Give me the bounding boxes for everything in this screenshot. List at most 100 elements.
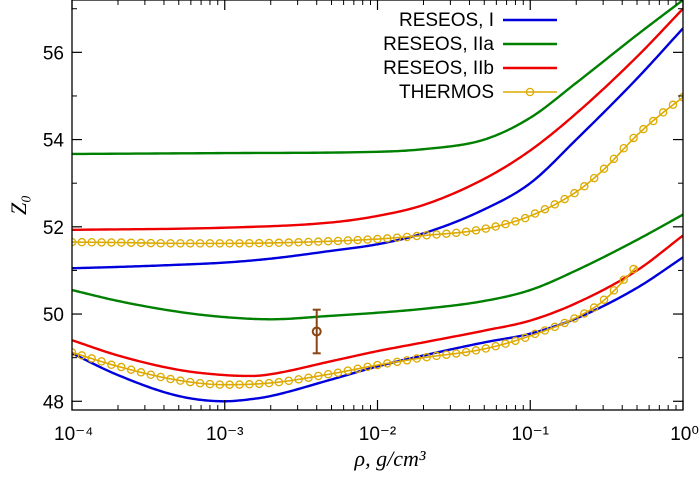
series-marker-thermos-1-27 xyxy=(333,236,343,246)
series-marker-thermos-2-26 xyxy=(323,369,333,379)
series-marker-thermos-1-1 xyxy=(77,237,87,247)
series-marker-thermos-2-55 xyxy=(609,286,619,295)
x-tick-label: 10⁻⁴ xyxy=(54,424,93,445)
series-marker-thermos-1-56 xyxy=(619,143,628,153)
legend-label-reseos-i: RESEOS, I xyxy=(399,10,494,31)
y-tick-label: 56 xyxy=(43,43,64,64)
series-marker-thermos-2-21 xyxy=(274,377,284,387)
series-marker-thermos-2-34 xyxy=(402,356,412,365)
plot-markers xyxy=(72,93,683,389)
plot-lines xyxy=(72,0,683,403)
series-marker-thermos-1-52 xyxy=(580,182,589,191)
series-marker-thermos-1-3 xyxy=(97,238,106,247)
series-marker-thermos-1-59 xyxy=(649,116,658,126)
series-marker-thermos-2-12 xyxy=(185,377,195,387)
series-marker-thermos-2-8 xyxy=(146,370,156,379)
series-marker-thermos-2-51 xyxy=(570,314,579,323)
series-marker-thermos-1-7 xyxy=(136,238,146,248)
series-line-reseos-iia-branch-2 xyxy=(72,213,683,321)
series-marker-thermos-2-53 xyxy=(589,303,599,312)
series-marker-thermos-2-44 xyxy=(501,339,510,348)
y-axis: 48 50 52 54 56 xyxy=(43,8,683,413)
series-marker-thermos-2-40 xyxy=(461,347,471,357)
series-marker-thermos-2-18 xyxy=(245,380,254,389)
series-marker-thermos-2-36 xyxy=(422,353,431,362)
series-marker-thermos-1-12 xyxy=(185,239,195,248)
series-marker-thermos-2-3 xyxy=(97,357,106,366)
series-marker-thermos-1-16 xyxy=(225,239,234,248)
legend-marker-thermos xyxy=(525,87,535,97)
series-marker-thermos-2-28 xyxy=(343,366,353,375)
legend-label-reseos-iia: RESEOS, IIa xyxy=(383,34,494,55)
series-marker-thermos-2-11 xyxy=(176,376,185,385)
series-marker-thermos-1-50 xyxy=(560,194,569,204)
series-marker-thermos-1-45 xyxy=(511,217,520,226)
series-marker-thermos-1-19 xyxy=(254,238,264,248)
series-marker-thermos-2-52 xyxy=(580,309,589,318)
series-marker-thermos-2-6 xyxy=(126,365,136,374)
series-marker-thermos-2-2 xyxy=(87,354,96,363)
series-marker-thermos-1-60 xyxy=(658,108,668,117)
series-marker-thermos-2-15 xyxy=(215,380,225,389)
series-marker-thermos-2-43 xyxy=(491,341,500,351)
x-axis: 10⁻⁴ 10⁻³ 10⁻² 10⁻¹ 10⁰ xyxy=(54,0,699,445)
series-marker-thermos-1-40 xyxy=(461,227,471,236)
series-marker-thermos-2-30 xyxy=(363,362,372,372)
series-line-reseos-iia-branch-1 xyxy=(72,0,683,156)
series-marker-thermos-2-33 xyxy=(392,357,402,367)
series-marker-thermos-1-25 xyxy=(314,237,323,246)
series-marker-thermos-1-18 xyxy=(245,239,254,248)
series-marker-thermos-2-14 xyxy=(205,379,215,389)
series-marker-thermos-2-20 xyxy=(264,378,274,388)
series-marker-thermos-2-50 xyxy=(560,318,569,328)
series-marker-thermos-2-31 xyxy=(373,360,382,370)
series-marker-thermos-2-38 xyxy=(442,350,451,359)
series-marker-thermos-1-13 xyxy=(195,239,205,248)
y-tick-label: 54 xyxy=(43,131,65,152)
series-marker-thermos-2-27 xyxy=(333,368,343,378)
series-marker-thermos-1-35 xyxy=(412,231,422,241)
series-marker-thermos-2-39 xyxy=(451,349,461,358)
series-marker-thermos-2-24 xyxy=(304,373,313,382)
errorbar-point xyxy=(311,326,322,337)
series-marker-thermos-1-30 xyxy=(363,235,372,244)
series-marker-thermos-2-54 xyxy=(599,295,609,305)
series-marker-thermos-2-10 xyxy=(166,374,175,384)
series-marker-thermos-2-35 xyxy=(412,354,422,363)
series-marker-thermos-1-32 xyxy=(383,234,392,243)
series-marker-thermos-1-57 xyxy=(629,133,638,143)
series-marker-thermos-1-42 xyxy=(481,224,491,233)
series-marker-thermos-2-57 xyxy=(629,264,638,274)
series-marker-thermos-1-49 xyxy=(550,200,560,209)
series-marker-thermos-2-29 xyxy=(353,364,362,373)
series-marker-thermos-1-55 xyxy=(609,154,619,164)
series-marker-thermos-2-47 xyxy=(530,329,540,339)
series-marker-thermos-1-8 xyxy=(146,238,156,248)
series-marker-thermos-1-21 xyxy=(274,238,284,248)
series-marker-thermos-2-9 xyxy=(156,372,165,382)
plot-frame xyxy=(71,0,684,411)
series-marker-thermos-1-17 xyxy=(235,239,244,248)
series-marker-thermos-1-9 xyxy=(156,238,165,248)
series-marker-thermos-1-6 xyxy=(126,238,136,247)
errorbar-annotation xyxy=(311,308,322,355)
series-marker-thermos-1-34 xyxy=(402,232,412,242)
x-tick-label: 10⁻³ xyxy=(206,424,244,445)
series-marker-thermos-2-13 xyxy=(195,378,205,388)
series-marker-thermos-1-15 xyxy=(215,239,225,248)
series-marker-thermos-2-41 xyxy=(471,346,481,355)
series-marker-thermos-1-33 xyxy=(392,233,402,242)
series-marker-thermos-2-45 xyxy=(511,336,520,346)
series-marker-thermos-1-14 xyxy=(205,239,215,248)
series-marker-thermos-1-36 xyxy=(422,231,431,240)
x-tick-label: 10⁻¹ xyxy=(512,424,550,445)
series-marker-thermos-2-23 xyxy=(294,375,303,384)
series-marker-thermos-1-54 xyxy=(599,164,609,174)
x-tick-label: 10⁻² xyxy=(359,424,397,445)
series-marker-thermos-2-19 xyxy=(254,379,264,389)
legend-label-thermos: THERMOS xyxy=(399,82,494,103)
series-marker-thermos-1-11 xyxy=(176,239,185,248)
series-marker-thermos-2-46 xyxy=(520,333,530,343)
y-tick-label: 50 xyxy=(43,305,64,326)
